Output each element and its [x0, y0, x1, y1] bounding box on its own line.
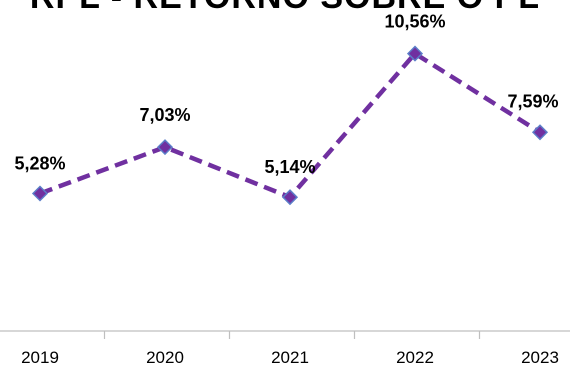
- x-tick-label: 2023: [521, 348, 559, 367]
- data-point-marker: [531, 124, 549, 141]
- data-point-marker: [281, 189, 299, 206]
- data-label-layer: 5,28% 7,03% 5,14% 10,56% 7,59%: [14, 12, 558, 178]
- x-tick-label: 2020: [146, 348, 184, 367]
- data-label: 5,14%: [264, 157, 315, 177]
- data-label: 10,56%: [384, 12, 445, 32]
- data-label: 7,03%: [139, 105, 190, 125]
- data-point-marker: [31, 185, 49, 202]
- x-tick-label: 2019: [21, 348, 59, 367]
- data-label: 7,59%: [507, 91, 558, 111]
- data-point-marker: [156, 139, 174, 156]
- data-label: 5,28%: [14, 154, 65, 174]
- x-tick-label: 2021: [271, 348, 309, 367]
- x-tick-label: 2022: [396, 348, 434, 367]
- x-axis-ticks: 2019 2020 2021 2022 2023: [21, 331, 559, 367]
- chart-title: RPL - RETORNO SOBRE O PL: [30, 0, 540, 16]
- data-point-marker: [406, 45, 424, 62]
- series-marker-layer: [31, 45, 549, 206]
